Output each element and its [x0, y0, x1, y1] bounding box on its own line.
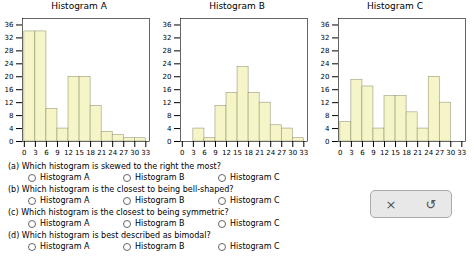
html-text:Histogram A: Histogram A: [51, 1, 107, 11]
html-text:Histogram B: Histogram B: [209, 1, 265, 11]
html-text:Histogram A: Histogram A: [40, 173, 90, 182]
svg-text:16: 16: [163, 86, 172, 94]
svg-text:4: 4: [325, 125, 330, 133]
svg-text:6: 6: [360, 149, 365, 157]
svg-text:8: 8: [167, 112, 171, 120]
svg-text:0: 0: [22, 149, 26, 157]
html-text:Histogram A: Histogram A: [40, 219, 90, 228]
svg-text:28: 28: [163, 47, 172, 55]
svg-text:27: 27: [435, 149, 444, 157]
svg-text:21: 21: [97, 149, 106, 157]
html-text:Histogram A: Histogram A: [40, 242, 90, 251]
svg-text:20: 20: [163, 73, 172, 81]
svg-text:4: 4: [9, 125, 14, 133]
svg-text:4: 4: [167, 125, 172, 133]
svg-text:0: 0: [9, 138, 13, 146]
svg-text:0: 0: [180, 149, 184, 157]
svg-text:18: 18: [244, 149, 253, 157]
svg-text:12: 12: [64, 149, 73, 157]
html-text:Histogram C: Histogram C: [230, 219, 280, 228]
svg-text:32: 32: [5, 34, 14, 42]
svg-text:24: 24: [424, 149, 433, 157]
svg-text:0: 0: [325, 138, 329, 146]
svg-text:20: 20: [5, 73, 14, 81]
svg-text:15: 15: [391, 149, 400, 157]
svg-text:24: 24: [108, 149, 117, 157]
svg-text:0: 0: [338, 149, 342, 157]
svg-text:36: 36: [321, 21, 330, 29]
svg-text:21: 21: [413, 149, 422, 157]
svg-text:3: 3: [349, 149, 353, 157]
svg-text:36: 36: [163, 21, 172, 29]
svg-text:28: 28: [321, 47, 330, 55]
html-text:Histogram B: Histogram B: [135, 219, 185, 228]
html-text:Histogram C: Histogram C: [367, 1, 423, 11]
svg-text:27: 27: [119, 149, 128, 157]
svg-text:18: 18: [86, 149, 95, 157]
svg-text:33: 33: [457, 149, 466, 157]
svg-text:12: 12: [5, 99, 14, 107]
svg-text:9: 9: [213, 149, 217, 157]
svg-text:28: 28: [5, 47, 14, 55]
svg-text:30: 30: [446, 149, 455, 157]
svg-text:15: 15: [233, 149, 242, 157]
svg-text:24: 24: [266, 149, 275, 157]
svg-text:21: 21: [255, 149, 264, 157]
svg-text:24: 24: [5, 60, 14, 68]
svg-text:8: 8: [325, 112, 329, 120]
html-text:Histogram B: Histogram B: [135, 173, 185, 182]
html-text:(b) Which histogram is the clo: (b) Which histogram is the closest to be…: [8, 185, 234, 194]
svg-text:6: 6: [44, 149, 49, 157]
svg-text:9: 9: [371, 149, 375, 157]
svg-text:33: 33: [141, 149, 150, 157]
svg-text:9: 9: [55, 149, 59, 157]
svg-text:0: 0: [167, 138, 171, 146]
svg-text:6: 6: [202, 149, 207, 157]
svg-text:24: 24: [163, 60, 172, 68]
svg-text:8: 8: [9, 112, 13, 120]
svg-text:27: 27: [277, 149, 286, 157]
svg-text:18: 18: [402, 149, 411, 157]
html-text:(c) Which histogram is the clo: (c) Which histogram is the closest to be…: [8, 208, 229, 217]
svg-text:12: 12: [222, 149, 231, 157]
svg-text:16: 16: [321, 86, 330, 94]
svg-text:3: 3: [191, 149, 195, 157]
svg-text:33: 33: [299, 149, 308, 157]
html-text:Histogram C: Histogram C: [230, 173, 280, 182]
svg-text:12: 12: [321, 99, 330, 107]
html-text:Histogram C: Histogram C: [230, 196, 280, 205]
html-text:Histogram B: Histogram B: [135, 196, 185, 205]
svg-text:12: 12: [163, 99, 172, 107]
svg-text:30: 30: [130, 149, 139, 157]
svg-text:36: 36: [5, 21, 14, 29]
svg-text:20: 20: [321, 73, 330, 81]
svg-text:16: 16: [5, 86, 14, 94]
svg-text:32: 32: [321, 34, 330, 42]
svg-text:15: 15: [75, 149, 84, 157]
svg-text:30: 30: [288, 149, 297, 157]
html-text:(d) Which histogram is best de: (d) Which histogram is best described as…: [8, 231, 211, 240]
html-text:(a) Which histogram is skewed: (a) Which histogram is skewed to the rig…: [8, 162, 221, 171]
html-text:Histogram B: Histogram B: [135, 242, 185, 251]
html-text:Histogram A: Histogram A: [40, 196, 90, 205]
html-text:Histogram C: Histogram C: [230, 242, 280, 251]
svg-text:32: 32: [163, 34, 172, 42]
svg-text:24: 24: [321, 60, 330, 68]
svg-text:12: 12: [380, 149, 389, 157]
svg-text:3: 3: [33, 149, 37, 157]
